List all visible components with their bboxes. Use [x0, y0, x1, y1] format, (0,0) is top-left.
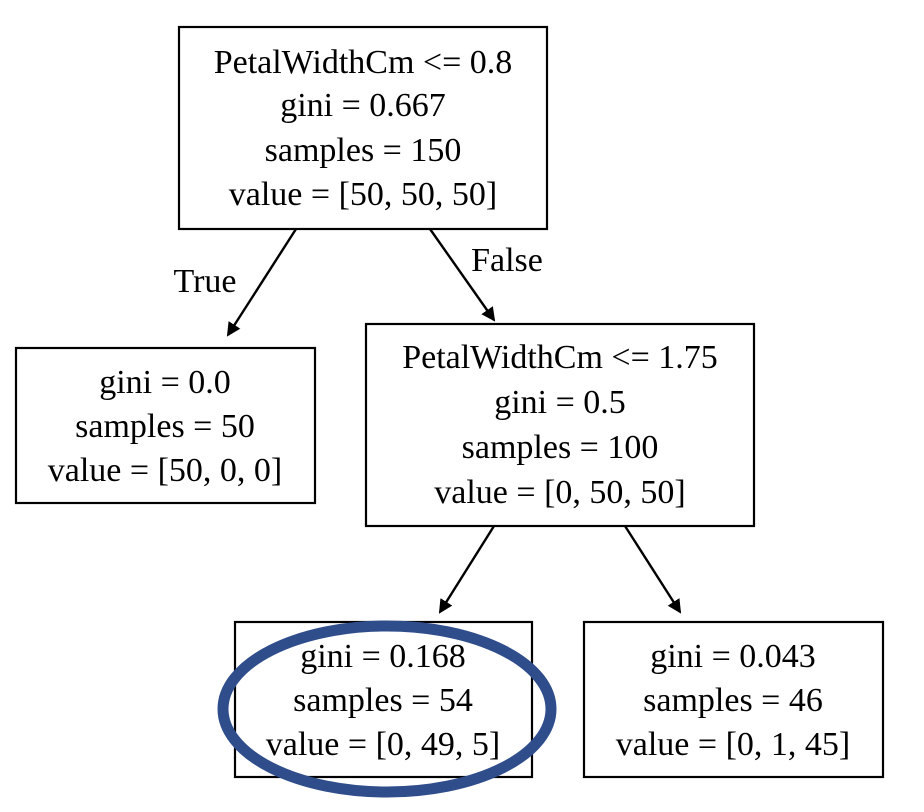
- node-gini-text: gini = 0.043: [650, 638, 816, 675]
- node-gini-text: gini = 0.168: [300, 638, 466, 675]
- tree-node-internal: PetalWidthCm <= 1.75 gini = 0.5 samples …: [364, 322, 756, 528]
- tree-node-root: PetalWidthCm <= 0.8 gini = 0.667 samples…: [177, 25, 549, 231]
- edge-true-label: True: [174, 263, 237, 300]
- node-split-text: PetalWidthCm <= 0.8: [214, 44, 513, 81]
- node-samples-text: samples = 150: [265, 132, 462, 169]
- node-gini-text: gini = 0.5: [494, 384, 626, 421]
- node-samples-text: samples = 46: [643, 682, 823, 719]
- node-value-text: value = [0, 49, 5]: [266, 726, 500, 763]
- edge-root-to-left-leaf: [226, 228, 298, 337]
- node-split-text: PetalWidthCm <= 1.75: [402, 339, 718, 376]
- edge-internal-to-leaf-a: [438, 525, 496, 614]
- tree-node-leaf-a: gini = 0.168 samples = 54 value = [0, 49…: [233, 620, 534, 779]
- node-samples-text: samples = 54: [293, 682, 473, 719]
- node-value-text: value = [0, 1, 45]: [616, 726, 850, 763]
- node-gini-text: gini = 0.0: [99, 364, 231, 401]
- node-value-text: value = [50, 50, 50]: [229, 176, 497, 213]
- edge-internal-to-leaf-b: [623, 525, 682, 614]
- node-gini-text: gini = 0.667: [280, 87, 446, 124]
- node-value-text: value = [50, 0, 0]: [48, 452, 282, 489]
- node-value-text: value = [0, 50, 50]: [434, 474, 685, 511]
- edge-false-label: False: [471, 242, 543, 279]
- node-samples-text: samples = 50: [75, 408, 255, 445]
- tree-node-left-leaf: gini = 0.0 samples = 50 value = [50, 0, …: [14, 346, 317, 505]
- highlight-ellipse: [217, 620, 557, 798]
- tree-node-leaf-b: gini = 0.043 samples = 46 value = [0, 1,…: [582, 620, 885, 779]
- edge-root-to-internal: [429, 228, 496, 322]
- node-samples-text: samples = 100: [462, 429, 659, 466]
